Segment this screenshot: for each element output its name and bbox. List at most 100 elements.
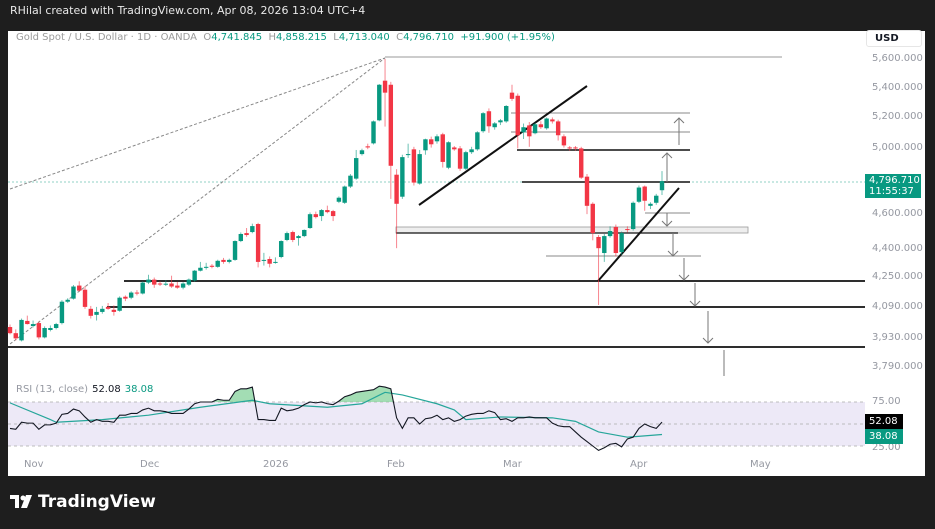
candle-body: [348, 175, 353, 187]
candle-body: [561, 136, 567, 146]
candle-body: [429, 139, 434, 145]
candle-body: [221, 259, 226, 262]
candle-body: [192, 270, 197, 281]
symbol-legend: Gold Spot / U.S. Dollar · 1D · OANDA O4,…: [16, 32, 555, 43]
rsi-value-badge: 52.08: [865, 414, 903, 429]
candle-body: [117, 297, 122, 311]
currency-button[interactable]: USD: [866, 30, 922, 47]
candle-body: [105, 306, 111, 309]
candle-body: [65, 299, 70, 302]
candle-body: [492, 123, 497, 128]
price-tick: 5,000.000: [872, 142, 923, 153]
candle-body: [573, 147, 578, 149]
price-tick: 3,930.000: [872, 332, 923, 343]
candle-body: [313, 214, 319, 218]
candle-body: [538, 124, 544, 128]
candle-body: [307, 214, 313, 229]
candle-body: [659, 181, 665, 191]
candle-body: [244, 233, 249, 236]
candle-body: [423, 139, 428, 151]
rsi-tick: 25.00: [872, 442, 901, 451]
candle-body: [630, 202, 636, 230]
candle-body: [371, 121, 376, 144]
candle-body: [532, 124, 538, 134]
candle-body: [480, 113, 486, 132]
candle-body: [48, 328, 53, 330]
snapshot-caption: RHilal created with TradingView.com, Apr…: [10, 4, 366, 17]
current-price-value: 4,796.710: [869, 175, 920, 186]
symbol-name[interactable]: Gold Spot / U.S. Dollar · 1D · OANDA: [16, 32, 197, 43]
candle-body: [452, 147, 457, 150]
time-tick: 2026: [263, 459, 289, 470]
candle-body: [186, 279, 192, 285]
candle-body: [365, 146, 370, 148]
candle-body: [619, 233, 624, 253]
low-label: L: [333, 32, 339, 43]
candle-body: [290, 232, 295, 240]
trendline: [418, 85, 588, 206]
rsi-label[interactable]: RSI (13, close): [16, 384, 89, 395]
candle-body: [100, 308, 105, 312]
candle-body: [527, 125, 532, 137]
candle-body: [596, 236, 601, 249]
candle-body: [325, 210, 330, 213]
logo-text: TradingView: [38, 492, 156, 512]
candle-body: [53, 324, 59, 329]
candles-layer: [7, 58, 665, 342]
rsi-line: [9, 385, 663, 452]
rsi-ma-value: 38.08: [124, 384, 154, 395]
candle-body: [59, 301, 65, 324]
candle-body: [203, 266, 209, 268]
candle-body: [388, 84, 394, 166]
candle-body: [607, 230, 613, 237]
candle-body: [446, 142, 451, 168]
candle-body: [411, 149, 417, 183]
candle-body: [169, 283, 174, 287]
tradingview-logo[interactable]: TradingView: [10, 492, 156, 512]
candle-body: [486, 111, 492, 127]
time-tick: Nov: [24, 459, 44, 470]
candle-body: [602, 236, 607, 254]
candle-body: [457, 148, 463, 169]
candle-body: [128, 292, 134, 298]
high-value: 4,858.215: [276, 32, 327, 43]
arrow-up-icon: [673, 117, 685, 124]
candle-body: [198, 267, 203, 271]
close-value: 4,796.710: [403, 32, 454, 43]
dashed-trendline: [9, 57, 386, 345]
bar-countdown: 11:55:37: [869, 186, 914, 197]
candle-body: [555, 121, 561, 136]
candle-body: [377, 84, 382, 121]
candle-body: [515, 95, 520, 136]
price-tick: 4,250.000: [872, 271, 923, 282]
arrow-down-icon: [661, 220, 673, 227]
candle-body: [42, 328, 47, 338]
candle-body: [504, 105, 509, 122]
candle-body: [654, 195, 659, 203]
candle-body: [71, 286, 76, 299]
close-label: C: [396, 32, 404, 43]
candle-body: [278, 241, 284, 257]
candle-body: [123, 296, 128, 299]
candle-body: [146, 279, 151, 283]
candle-body: [342, 186, 347, 203]
current-price-label: 4,796.710 11:55:37: [865, 174, 921, 198]
time-tick: Mar: [503, 459, 522, 470]
candle-body: [140, 282, 145, 294]
low-value: 4,713.040: [338, 32, 390, 43]
support-zone: [395, 226, 749, 234]
candle-body: [434, 136, 440, 142]
arrow-down-icon: [667, 250, 679, 257]
price-tick: 5,400.000: [872, 82, 923, 93]
candle-body: [19, 319, 24, 341]
rsi-ma-badge: 38.08: [865, 429, 903, 444]
price-tick: 5,600.000: [872, 53, 923, 64]
rsi-pane: [8, 385, 865, 452]
change-value: +91.900 (+1.95%): [460, 32, 555, 43]
drawings-layer: [8, 56, 865, 376]
candle-body: [336, 197, 342, 202]
price-tick: 4,090.000: [872, 301, 923, 312]
candle-body: [163, 283, 168, 285]
candle-body: [267, 258, 272, 264]
